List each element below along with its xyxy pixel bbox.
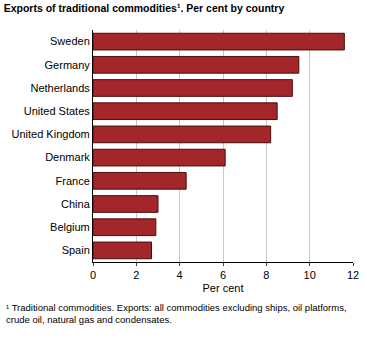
svg-text:Per cent: Per cent [203,282,244,294]
svg-text:Germany: Germany [45,59,91,71]
svg-text:United States: United States [24,105,91,117]
svg-text:China: China [61,198,91,210]
html-text:¹ Traditional commodities. Exp: ¹ Traditional commodities. Exports: all … [6,302,347,325]
svg-text:United Kingdom: United Kingdom [12,128,90,140]
svg-text:Spain: Spain [62,244,90,256]
svg-text:10: 10 [304,269,316,281]
svg-text:Belgium: Belgium [50,221,90,233]
svg-text:4: 4 [177,269,183,281]
svg-text:Sweden: Sweden [50,35,90,47]
svg-text:0: 0 [90,269,96,281]
svg-text:France: France [56,175,90,187]
svg-text:2: 2 [133,269,139,281]
svg-text:Denmark: Denmark [45,151,90,163]
svg-text:6: 6 [220,269,226,281]
svg-text:8: 8 [263,269,269,281]
svg-text:12: 12 [347,269,359,281]
svg-text:Exports of traditional commodi: Exports of traditional commodities¹. Per… [4,2,285,14]
svg-text:Netherlands: Netherlands [30,82,90,94]
